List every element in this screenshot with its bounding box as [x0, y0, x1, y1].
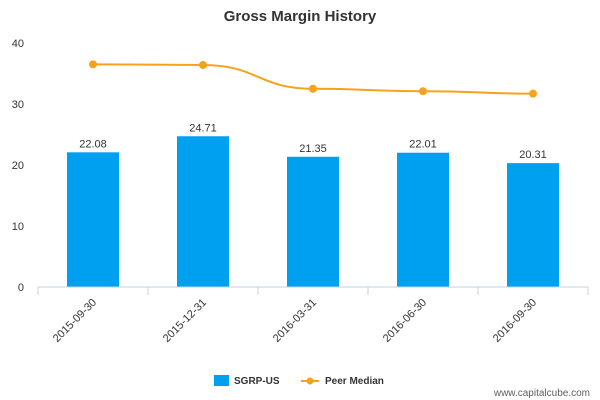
peer-median-point-2016-06-30[interactable] — [419, 87, 427, 96]
legend-peer-label[interactable]: Peer Median — [325, 376, 384, 387]
y-axis: 0 10 20 30 40 — [12, 38, 24, 294]
x-tick-label: 2016-03-31 — [271, 297, 319, 345]
bar-value-label: 20.31 — [519, 149, 547, 161]
x-tick-label: 2016-09-30 — [491, 297, 539, 345]
y-tick-label: 40 — [12, 38, 24, 50]
bar-series — [67, 136, 559, 287]
bar-2016-03-31[interactable] — [287, 156, 339, 287]
peer-median-point-2016-09-30[interactable] — [529, 89, 537, 98]
peer-median-series — [89, 60, 537, 98]
bar-value-label: 24.71 — [189, 122, 217, 134]
bar-2015-09-30[interactable] — [67, 152, 119, 287]
legend-sgrp-swatch[interactable] — [214, 375, 229, 386]
peer-median-point-2016-03-31[interactable] — [309, 84, 317, 93]
bar-value-label: 22.01 — [409, 139, 437, 151]
chart-title: Gross Margin History — [224, 8, 377, 25]
x-tick-label: 2016-06-30 — [381, 297, 429, 345]
bar-2016-09-30[interactable] — [507, 163, 559, 287]
bar-data-labels: 22.08 24.71 21.35 22.01 20.31 — [79, 122, 547, 161]
x-tick-label: 2015-09-30 — [51, 297, 99, 345]
y-tick-label: 30 — [12, 99, 24, 111]
legend-peer-marker[interactable] — [306, 377, 314, 385]
bar-2015-12-31[interactable] — [177, 136, 229, 287]
x-axis: 2015-09-30 2015-12-31 2016-03-31 2016-06-30… — [37, 286, 589, 345]
bar-value-label: 21.35 — [299, 143, 327, 155]
y-tick-label: 0 — [18, 282, 24, 294]
source-credit: www.capitalcube.com — [493, 388, 590, 399]
bar-2016-06-30[interactable] — [397, 152, 449, 287]
peer-median-point-2015-09-30[interactable] — [89, 60, 97, 69]
legend-sgrp-label[interactable]: SGRP-US — [234, 376, 280, 387]
y-tick-label: 20 — [12, 160, 24, 172]
peer-median-point-2015-12-31[interactable] — [199, 60, 207, 69]
x-tick-label: 2015-12-31 — [161, 297, 209, 345]
bar-value-label: 22.08 — [79, 138, 107, 150]
legend: SGRP-US Peer Median — [214, 375, 384, 387]
y-tick-label: 10 — [12, 221, 24, 233]
